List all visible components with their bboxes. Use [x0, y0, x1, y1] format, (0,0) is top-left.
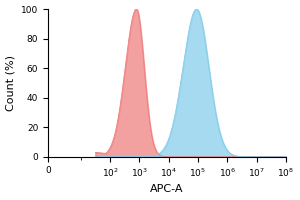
X-axis label: APC-A: APC-A: [150, 184, 184, 194]
Y-axis label: Count (%): Count (%): [6, 55, 16, 111]
